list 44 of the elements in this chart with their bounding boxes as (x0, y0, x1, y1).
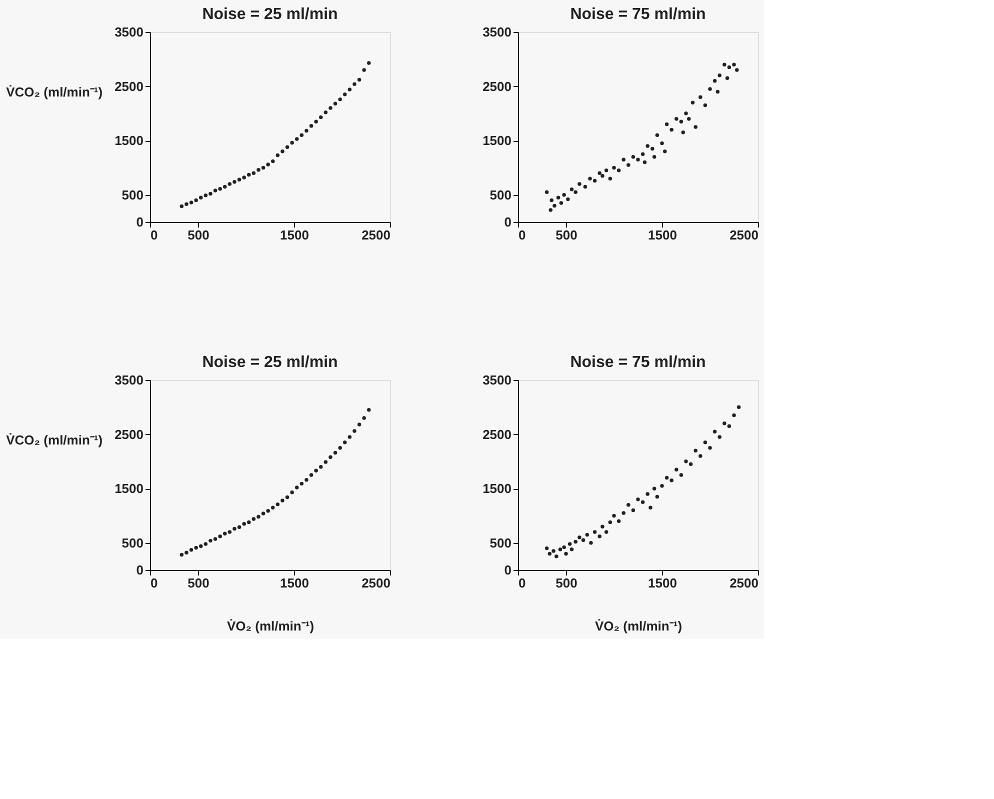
x-tick-label: 500 (188, 576, 210, 590)
y-tick-label: 2500 (482, 78, 512, 94)
x-tick-label: 2500 (362, 228, 390, 242)
y-tick-label: 0 (504, 214, 512, 230)
y-tick-label: 0 (136, 562, 144, 578)
x-tick-label: 1500 (648, 228, 677, 242)
x-tick-label: 1500 (648, 576, 677, 590)
y-tick-label: 500 (122, 187, 144, 202)
x-tick-label: 2500 (730, 228, 758, 242)
y-tick-label: 3500 (114, 372, 144, 388)
y-tick-label: 0 (136, 214, 144, 230)
y-tick-label: 0 (504, 562, 512, 578)
y-tick-label: 3500 (482, 24, 512, 40)
y-tick-label: 2500 (114, 426, 144, 442)
y-tick-label: 1500 (482, 481, 512, 496)
y-tick-label: 1500 (114, 133, 144, 148)
y-tick-label: 2500 (482, 426, 512, 442)
x-tick-label: 500 (556, 228, 578, 242)
y-tick-label: 1500 (114, 481, 144, 496)
x-axis-title: V̇O₂ (ml/min⁻¹) (594, 618, 682, 634)
x-tick-label: 0 (150, 228, 158, 242)
chart-title: Noise = 25 ml/min (202, 354, 338, 371)
y-tick-label: 500 (490, 187, 512, 202)
y-tick-label: 2500 (114, 78, 144, 94)
x-tick-label: 2500 (730, 576, 758, 590)
chart-title: Noise = 75 ml/min (570, 6, 706, 23)
x-tick-label: 0 (150, 576, 158, 590)
x-tick-label: 1500 (280, 228, 309, 242)
x-tick-label: 0 (518, 228, 526, 242)
y-axis-title: V̇CO₂ (ml/min⁻¹) (6, 432, 103, 448)
chart-title: Noise = 75 ml/min (570, 354, 706, 371)
chart-title: Noise = 25 ml/min (202, 6, 338, 23)
y-tick-label: 1500 (482, 133, 512, 148)
y-tick-label: 500 (490, 535, 512, 550)
x-tick-label: 1500 (280, 576, 309, 590)
y-tick-label: 3500 (482, 372, 512, 388)
x-tick-label: 500 (188, 228, 210, 242)
x-tick-label: 0 (518, 576, 526, 590)
y-axis-title: V̇CO₂ (ml/min⁻¹) (6, 84, 103, 100)
x-tick-label: 2500 (362, 576, 390, 590)
y-tick-label: 3500 (114, 24, 144, 40)
y-tick-label: 500 (122, 535, 144, 550)
x-axis-title: V̇O₂ (ml/min⁻¹) (226, 618, 314, 634)
x-tick-label: 500 (556, 576, 578, 590)
